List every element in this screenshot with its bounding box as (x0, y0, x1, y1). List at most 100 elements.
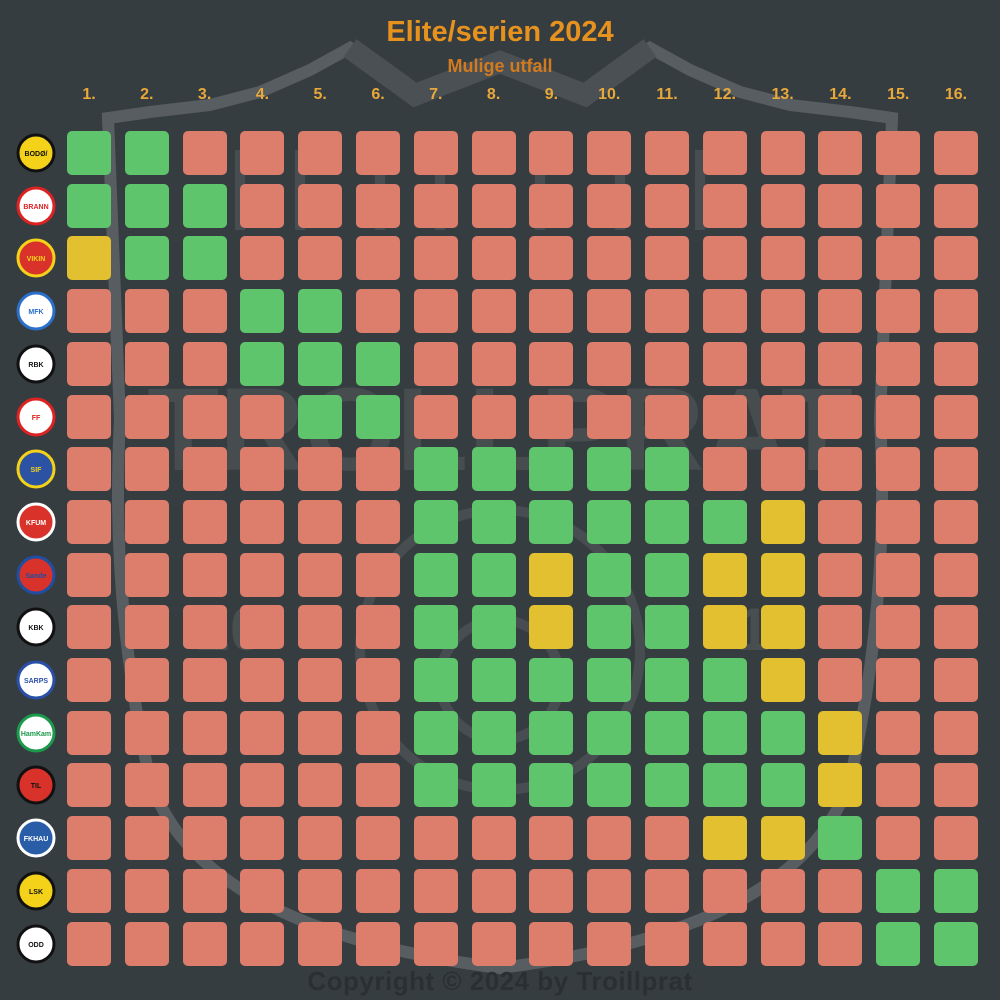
cell-impossible (67, 447, 111, 492)
cell-impossible (529, 236, 574, 281)
cell-impossible (413, 183, 458, 228)
cell-impossible (818, 236, 863, 281)
cell-impossible (67, 499, 111, 544)
cell-possible (124, 131, 169, 175)
cell-impossible (413, 341, 458, 386)
copyright-footer: Copyright © 2024 by Troillprat (307, 966, 693, 996)
cell-highlight (529, 605, 574, 650)
svg-text:KFUM: KFUM (26, 520, 46, 527)
cell-impossible (240, 447, 285, 492)
cell-possible (876, 868, 921, 913)
cell-impossible (240, 816, 285, 861)
cell-impossible (67, 552, 111, 597)
cell-impossible (182, 394, 227, 439)
cell-possible (702, 658, 747, 702)
cell-impossible (587, 341, 632, 386)
cell-impossible (182, 658, 227, 702)
cell-impossible (587, 183, 632, 228)
cell-impossible (240, 131, 285, 175)
sandefjord-logo-icon: Sande (16, 555, 56, 595)
cell-impossible (298, 499, 343, 544)
cell-possible (876, 921, 921, 966)
cell-impossible (934, 552, 978, 597)
cell-possible (471, 658, 516, 702)
fredrikstad-logo-icon: FF (16, 397, 56, 436)
cell-impossible (645, 394, 689, 439)
cell-possible (587, 499, 632, 544)
cell-impossible (413, 868, 458, 913)
cell-impossible (67, 816, 111, 861)
cell-possible (67, 183, 111, 228)
cell-possible (471, 763, 516, 808)
svg-text:BODØ/: BODØ/ (25, 151, 48, 158)
cell-impossible (645, 183, 689, 228)
cell-impossible (934, 710, 978, 755)
cell-possible (645, 447, 689, 492)
cell-highlight (702, 605, 747, 650)
cell-possible (471, 710, 516, 755)
cell-impossible (356, 552, 400, 597)
cell-impossible (587, 868, 632, 913)
cell-impossible (760, 447, 805, 492)
cell-impossible (934, 447, 978, 492)
svg-text:TIL: TIL (31, 783, 42, 790)
cell-impossible (356, 816, 400, 861)
cell-impossible (818, 868, 863, 913)
cell-possible (413, 710, 458, 755)
cell-impossible (124, 341, 169, 386)
cell-impossible (702, 131, 747, 175)
cell-possible (587, 552, 632, 597)
cell-impossible (124, 605, 169, 650)
cell-possible (413, 552, 458, 597)
cell-impossible (124, 710, 169, 755)
cell-impossible (934, 341, 978, 386)
viking-logo-icon: VIKIN (16, 238, 56, 278)
cell-highlight (529, 552, 574, 597)
cell-impossible (124, 552, 169, 597)
tromso-logo-icon: TIL (16, 765, 56, 805)
cell-possible (124, 183, 169, 228)
cell-impossible (298, 447, 343, 492)
cell-possible (645, 552, 689, 597)
cell-impossible (240, 763, 285, 808)
cell-possible (529, 447, 574, 492)
cell-possible (298, 394, 343, 439)
cell-impossible (702, 341, 747, 386)
cell-impossible (876, 816, 921, 861)
cell-impossible (124, 289, 169, 334)
cell-impossible (529, 394, 574, 439)
cell-impossible (818, 499, 863, 544)
cell-possible (587, 763, 632, 808)
cell-possible (240, 289, 285, 334)
cell-impossible (240, 710, 285, 755)
cell-possible (124, 236, 169, 281)
cell-impossible (298, 605, 343, 650)
cell-impossible (356, 131, 400, 175)
cell-possible (413, 499, 458, 544)
column-header-7: 7. (429, 86, 443, 103)
cell-impossible (413, 816, 458, 861)
column-header-16: 16. (944, 86, 968, 103)
cell-impossible (240, 658, 285, 702)
cell-impossible (876, 289, 921, 334)
cell-impossible (356, 183, 400, 228)
cell-possible (587, 710, 632, 755)
cell-highlight (760, 816, 805, 861)
column-header-9: 9. (544, 86, 559, 103)
cell-impossible (182, 605, 227, 650)
cell-impossible (529, 131, 574, 175)
cell-impossible (529, 341, 574, 386)
column-header-2: 2. (140, 86, 154, 103)
cell-impossible (182, 552, 227, 597)
cell-impossible (529, 289, 574, 334)
cell-impossible (760, 394, 805, 439)
cell-impossible (471, 921, 516, 966)
cell-impossible (67, 868, 111, 913)
cell-impossible (298, 236, 343, 281)
cell-possible (818, 816, 863, 861)
brann-logo-icon: BRANN (16, 186, 56, 226)
svg-text:HamKam: HamKam (21, 731, 51, 738)
cell-impossible (471, 394, 516, 439)
cell-possible (413, 658, 458, 702)
cell-impossible (471, 236, 516, 281)
